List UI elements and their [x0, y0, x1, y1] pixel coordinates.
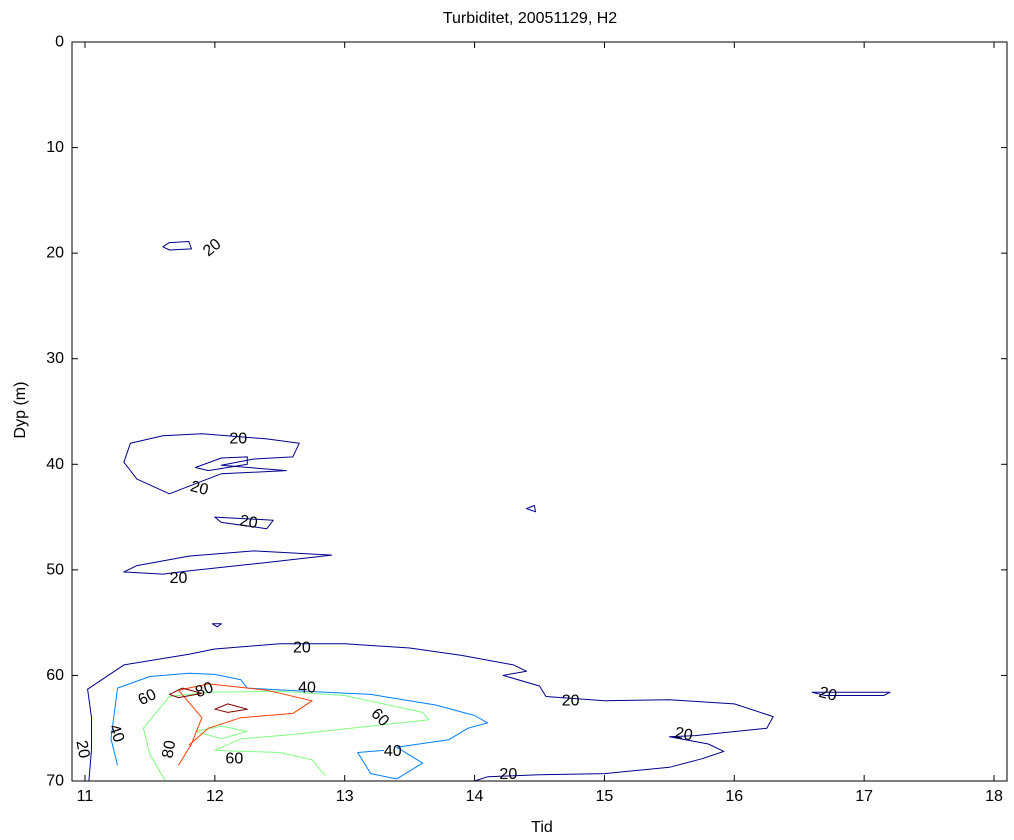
contour-label: 40 [298, 680, 316, 697]
x-tick-label: 14 [466, 788, 484, 805]
contour-line-20 [162, 241, 192, 251]
contour-label: 20 [72, 739, 92, 760]
x-tick-label: 13 [336, 788, 354, 805]
x-tick-label: 18 [985, 788, 1003, 805]
contour-line-60 [142, 690, 430, 782]
contour-line-20 [211, 623, 222, 628]
y-axis: 0 10 20 30 40 50 60 70 [46, 34, 1007, 790]
contour-label: 20 [817, 684, 839, 705]
contour-label: 40 [384, 743, 402, 760]
chart-title: Turbiditet, 20051129, H2 [443, 10, 617, 27]
contour-line-20 [123, 433, 300, 495]
contour-label: 20 [293, 639, 311, 656]
contour-lines [87, 241, 891, 782]
y-tick-label: 30 [46, 350, 64, 367]
contour-line-20 [214, 516, 274, 530]
plot-frame [71, 41, 1008, 782]
y-tick-label: 70 [46, 773, 64, 790]
contour-line-100 [168, 687, 203, 699]
contour-line-20 [526, 505, 537, 513]
x-axis-label: Tid [531, 819, 553, 836]
x-tick-label: 17 [855, 788, 873, 805]
plot-area [72, 42, 1007, 781]
contour-label: 20 [562, 692, 580, 709]
contour-label: 20 [499, 766, 517, 783]
y-axis-label: Dyp (m) [12, 382, 29, 439]
y-tick-label: 40 [46, 456, 64, 473]
x-axis: 11 12 13 14 15 16 17 18 [77, 42, 1003, 805]
contour-label: 80 [193, 679, 216, 701]
y-tick-label: 0 [55, 34, 64, 51]
x-tick-label: 11 [77, 788, 94, 805]
contour-label: 20 [673, 725, 694, 745]
contour-line-20 [87, 643, 774, 782]
x-tick-label: 12 [206, 788, 224, 805]
contour-line-20 [123, 550, 333, 575]
contour-line-20 [811, 691, 891, 696]
contour-label: 20 [170, 570, 188, 587]
contour-line-100 [214, 703, 248, 713]
contour-label: 60 [136, 686, 159, 709]
contour-label: 60 [225, 750, 243, 767]
x-tick-label: 15 [596, 788, 614, 805]
contour-label: 40 [105, 722, 127, 745]
contour-label: 20 [238, 512, 259, 532]
contour-label: 20 [188, 478, 210, 499]
contour-line-20 [194, 456, 248, 472]
contour-line-60 [194, 725, 248, 740]
y-tick-label: 60 [46, 667, 64, 684]
x-tick-label: 16 [725, 788, 743, 805]
contour-line-40 [110, 672, 489, 780]
contour-label: 80 [159, 739, 179, 760]
y-tick-label: 10 [46, 139, 64, 156]
contour-label: 20 [229, 430, 247, 447]
y-tick-label: 20 [46, 245, 64, 262]
y-tick-label: 50 [46, 561, 64, 578]
contour-line-80 [178, 683, 313, 766]
